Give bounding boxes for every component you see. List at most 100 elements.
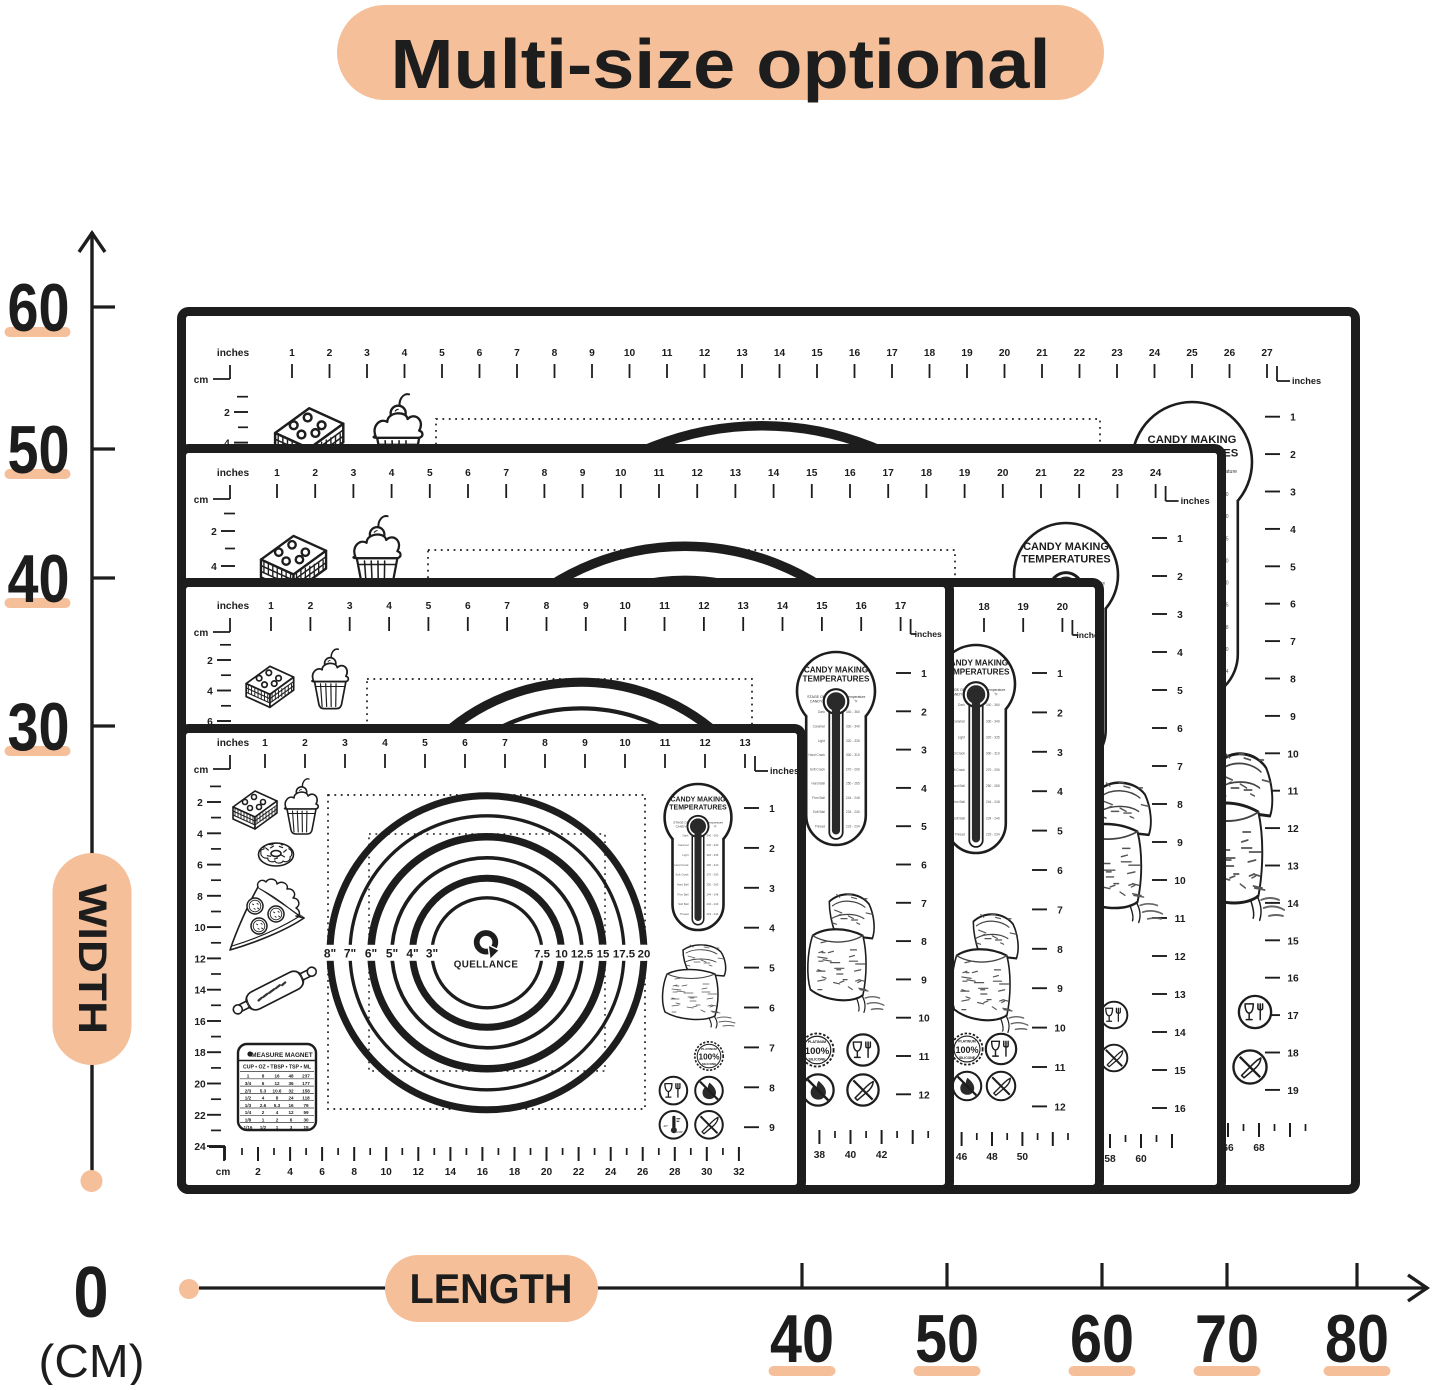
svg-text:270 - 290: 270 - 290 (986, 768, 1000, 772)
svg-text:(CM): (CM) (39, 1335, 145, 1385)
svg-text:inches: inches (1292, 376, 1321, 386)
svg-text:Light: Light (682, 853, 688, 857)
svg-text:2: 2 (276, 1118, 279, 1123)
svg-text:STAGE OF: STAGE OF (807, 695, 826, 699)
svg-text:20: 20 (1057, 602, 1069, 613)
svg-text:8: 8 (1177, 800, 1183, 811)
svg-text:Soft Ball: Soft Ball (678, 902, 689, 906)
svg-text:Light: Light (818, 739, 825, 743)
svg-text:60: 60 (8, 270, 70, 346)
svg-text:inches: inches (217, 348, 250, 359)
svg-text:inches: inches (217, 468, 250, 479)
svg-text:Hard Crack: Hard Crack (674, 863, 689, 867)
svg-text:16: 16 (274, 1074, 280, 1079)
svg-text:6: 6 (465, 468, 471, 479)
svg-text:Dark: Dark (818, 710, 825, 714)
svg-text:3: 3 (769, 884, 775, 895)
svg-text:Light: Light (958, 736, 965, 740)
svg-text:4: 4 (211, 562, 217, 573)
svg-text:12: 12 (699, 348, 711, 359)
svg-text:14: 14 (777, 601, 789, 612)
svg-text:16: 16 (1174, 1104, 1186, 1115)
svg-text:4": 4" (406, 946, 418, 960)
svg-text:°F: °F (854, 700, 857, 704)
svg-text:340 - 360: 340 - 360 (846, 710, 860, 714)
svg-text:100%: 100% (699, 1052, 721, 1061)
svg-text:23: 23 (1112, 468, 1124, 479)
svg-text:cm: cm (194, 495, 209, 506)
svg-text:3: 3 (347, 601, 353, 612)
svg-text:12: 12 (699, 738, 711, 749)
svg-text:223 - 234: 223 - 234 (986, 833, 1000, 837)
svg-text:19: 19 (959, 468, 971, 479)
svg-text:6: 6 (477, 348, 483, 359)
svg-text:15: 15 (1174, 1066, 1186, 1077)
svg-text:3: 3 (342, 738, 348, 749)
svg-text:CANDY MAKING: CANDY MAKING (804, 665, 868, 674)
svg-text:2: 2 (308, 601, 314, 612)
svg-text:4: 4 (1057, 787, 1063, 798)
svg-text:Firm Ball: Firm Ball (952, 800, 965, 804)
svg-text:13: 13 (739, 738, 751, 749)
svg-text:20: 20 (194, 1080, 206, 1091)
svg-text:5": 5" (386, 946, 398, 960)
svg-text:8: 8 (1057, 945, 1063, 956)
svg-text:13: 13 (730, 468, 742, 479)
svg-text:3: 3 (351, 468, 357, 479)
svg-text:80: 80 (1325, 1301, 1389, 1377)
svg-text:Firm Ball: Firm Ball (677, 892, 688, 896)
svg-text:234 - 240: 234 - 240 (986, 816, 1000, 820)
svg-text:19: 19 (1018, 602, 1030, 613)
svg-text:4: 4 (921, 784, 927, 795)
svg-text:Caramel: Caramel (953, 719, 966, 723)
svg-text:300 - 310: 300 - 310 (986, 752, 1000, 756)
svg-text:60: 60 (1070, 1301, 1134, 1377)
svg-text:10: 10 (624, 348, 636, 359)
svg-text:1: 1 (262, 1118, 265, 1123)
svg-text:°F: °F (714, 824, 717, 828)
svg-text:inches: inches (915, 629, 942, 639)
svg-text:7: 7 (514, 348, 520, 359)
svg-text:16: 16 (477, 1167, 489, 1178)
svg-text:Hard Ball: Hard Ball (677, 883, 689, 887)
svg-text:16: 16 (856, 601, 868, 612)
svg-text:12: 12 (1054, 1102, 1066, 1113)
svg-text:17: 17 (895, 601, 907, 612)
svg-text:1/3: 1/3 (245, 1103, 252, 1108)
svg-text:10: 10 (555, 948, 568, 960)
svg-text:CUP • OZ • TBSP • TSP • ML: CUP • OZ • TBSP • TSP • ML (243, 1065, 312, 1071)
svg-text:Thread: Thread (955, 833, 965, 837)
svg-text:2: 2 (197, 798, 203, 809)
svg-text:16: 16 (1287, 974, 1299, 985)
svg-text:9: 9 (1057, 984, 1063, 995)
svg-text:10.6: 10.6 (273, 1088, 282, 1093)
svg-text:11: 11 (1288, 787, 1299, 798)
svg-text:12: 12 (1287, 824, 1299, 835)
svg-text:inches: inches (217, 601, 250, 612)
svg-text:Hard Crack: Hard Crack (808, 753, 825, 757)
svg-text:48: 48 (288, 1074, 294, 1079)
svg-text:14: 14 (1287, 899, 1299, 910)
svg-text:8: 8 (276, 1096, 279, 1101)
svg-text:26: 26 (1224, 348, 1236, 359)
svg-text:1: 1 (268, 601, 274, 612)
svg-text:18: 18 (921, 468, 933, 479)
svg-text:24: 24 (1149, 348, 1161, 359)
svg-text:223 - 234: 223 - 234 (707, 912, 719, 916)
svg-text:cm: cm (194, 765, 209, 776)
svg-text:118: 118 (302, 1096, 310, 1101)
svg-text:0: 0 (74, 1253, 109, 1333)
svg-text:inches: inches (770, 766, 799, 776)
svg-text:330 - 340: 330 - 340 (707, 843, 719, 847)
svg-text:Soft Ball: Soft Ball (813, 810, 825, 814)
svg-text:Hard Ball: Hard Ball (812, 782, 826, 786)
svg-text:1: 1 (1290, 413, 1296, 424)
svg-text:70: 70 (1195, 1301, 1259, 1377)
svg-text:6: 6 (1290, 600, 1296, 611)
svg-text:46: 46 (956, 1152, 968, 1163)
svg-text:6: 6 (262, 1081, 265, 1086)
svg-text:12: 12 (194, 954, 206, 965)
svg-text:10: 10 (1054, 1024, 1066, 1035)
svg-text:320 - 335: 320 - 335 (846, 739, 860, 743)
svg-text:11: 11 (660, 738, 671, 749)
